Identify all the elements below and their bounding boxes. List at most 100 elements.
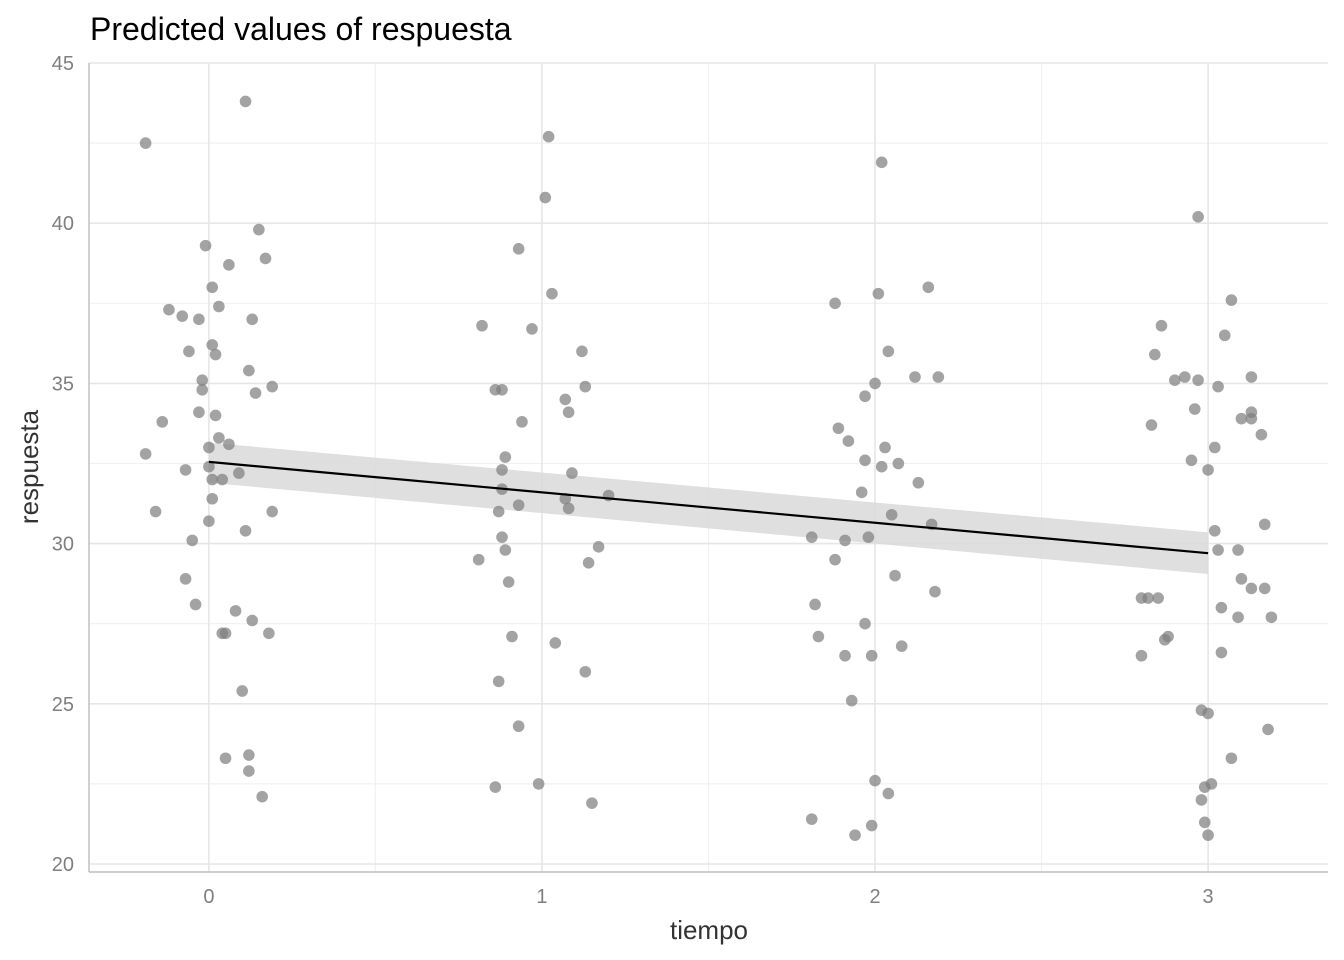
data-point — [562, 502, 575, 515]
data-point — [839, 534, 851, 547]
data-point — [156, 416, 169, 428]
data-point — [842, 435, 855, 447]
data-point — [149, 505, 162, 518]
data-point — [266, 505, 278, 518]
data-point — [922, 281, 935, 294]
data-point — [243, 749, 255, 761]
data-point — [805, 531, 818, 543]
data-point — [865, 649, 878, 662]
data-point — [512, 720, 525, 733]
axis-layer — [88, 63, 1328, 873]
data-point — [539, 191, 552, 204]
data-point — [549, 637, 562, 649]
data-point — [875, 460, 888, 473]
data-point — [559, 393, 572, 406]
data-point — [829, 297, 841, 310]
x-tick-label: 3 — [1203, 886, 1214, 908]
data-point — [193, 406, 205, 419]
data-point — [542, 130, 555, 143]
data-point — [496, 384, 508, 396]
data-point — [1245, 412, 1258, 425]
data-point — [909, 371, 921, 383]
data-point — [869, 377, 881, 390]
data-point — [1195, 794, 1208, 806]
data-point — [1185, 454, 1198, 467]
data-point — [895, 640, 908, 652]
data-point — [929, 585, 941, 598]
data-point — [206, 339, 219, 351]
data-point — [516, 416, 528, 428]
data-point — [579, 665, 592, 678]
data-point — [472, 553, 485, 566]
data-point — [932, 371, 945, 383]
data-point — [1208, 441, 1221, 454]
data-point — [1258, 518, 1271, 531]
data-point — [246, 313, 259, 326]
points-layer — [139, 95, 1278, 841]
data-point — [193, 313, 205, 326]
data-point — [243, 765, 255, 777]
x-tick-label: 1 — [536, 886, 547, 908]
data-point — [1188, 403, 1201, 415]
x-axis-title: tiempo — [670, 915, 748, 945]
data-point — [176, 310, 189, 322]
data-point — [236, 685, 249, 697]
data-point — [1232, 611, 1244, 624]
data-point — [875, 156, 888, 169]
data-point — [592, 540, 605, 553]
y-tick-label: 35 — [52, 373, 74, 395]
data-point — [506, 630, 518, 643]
data-point — [1202, 464, 1214, 476]
data-point — [223, 438, 235, 451]
fit-line-layer — [208, 460, 1209, 555]
data-point — [859, 617, 871, 630]
data-point — [499, 451, 512, 463]
data-point — [206, 281, 219, 294]
y-tick-label: 20 — [52, 854, 74, 876]
data-point — [266, 380, 278, 393]
data-point — [139, 448, 152, 460]
data-point — [872, 287, 885, 300]
data-point — [239, 95, 252, 108]
data-point — [889, 569, 901, 582]
data-point — [206, 492, 219, 505]
data-point — [259, 252, 272, 265]
data-point — [809, 598, 821, 611]
data-point — [1212, 544, 1224, 556]
data-point — [526, 323, 538, 335]
data-point — [489, 781, 502, 793]
data-point — [1208, 524, 1221, 537]
data-point — [203, 460, 215, 473]
data-point — [582, 557, 595, 569]
data-point — [1218, 329, 1231, 342]
data-point — [1215, 601, 1228, 614]
data-point — [1145, 419, 1158, 431]
data-point — [512, 243, 525, 255]
data-point — [546, 287, 558, 300]
data-point — [263, 627, 275, 640]
data-point — [882, 787, 895, 800]
y-tick-label: 30 — [52, 534, 74, 556]
data-point — [1202, 829, 1214, 841]
data-point — [179, 464, 192, 476]
data-point — [865, 819, 878, 832]
data-point — [559, 492, 572, 505]
data-point — [233, 467, 245, 479]
data-point — [1258, 582, 1271, 595]
data-point — [213, 432, 225, 444]
data-point — [855, 486, 868, 499]
data-point — [849, 829, 861, 841]
data-point — [216, 473, 229, 486]
y-tick-label: 25 — [52, 694, 74, 716]
y-axis-title: respuesta — [14, 409, 44, 524]
data-point — [1178, 371, 1191, 383]
chart-title: Predicted values of respuesta — [90, 11, 512, 47]
data-point — [213, 300, 225, 313]
tick-labels-layer: 0 1 2 3 20 25 30 35 40 45 — [52, 53, 1214, 908]
data-point — [859, 390, 871, 403]
data-point — [1235, 573, 1248, 585]
data-point — [249, 387, 262, 399]
data-point — [859, 454, 871, 467]
data-point — [586, 797, 598, 809]
